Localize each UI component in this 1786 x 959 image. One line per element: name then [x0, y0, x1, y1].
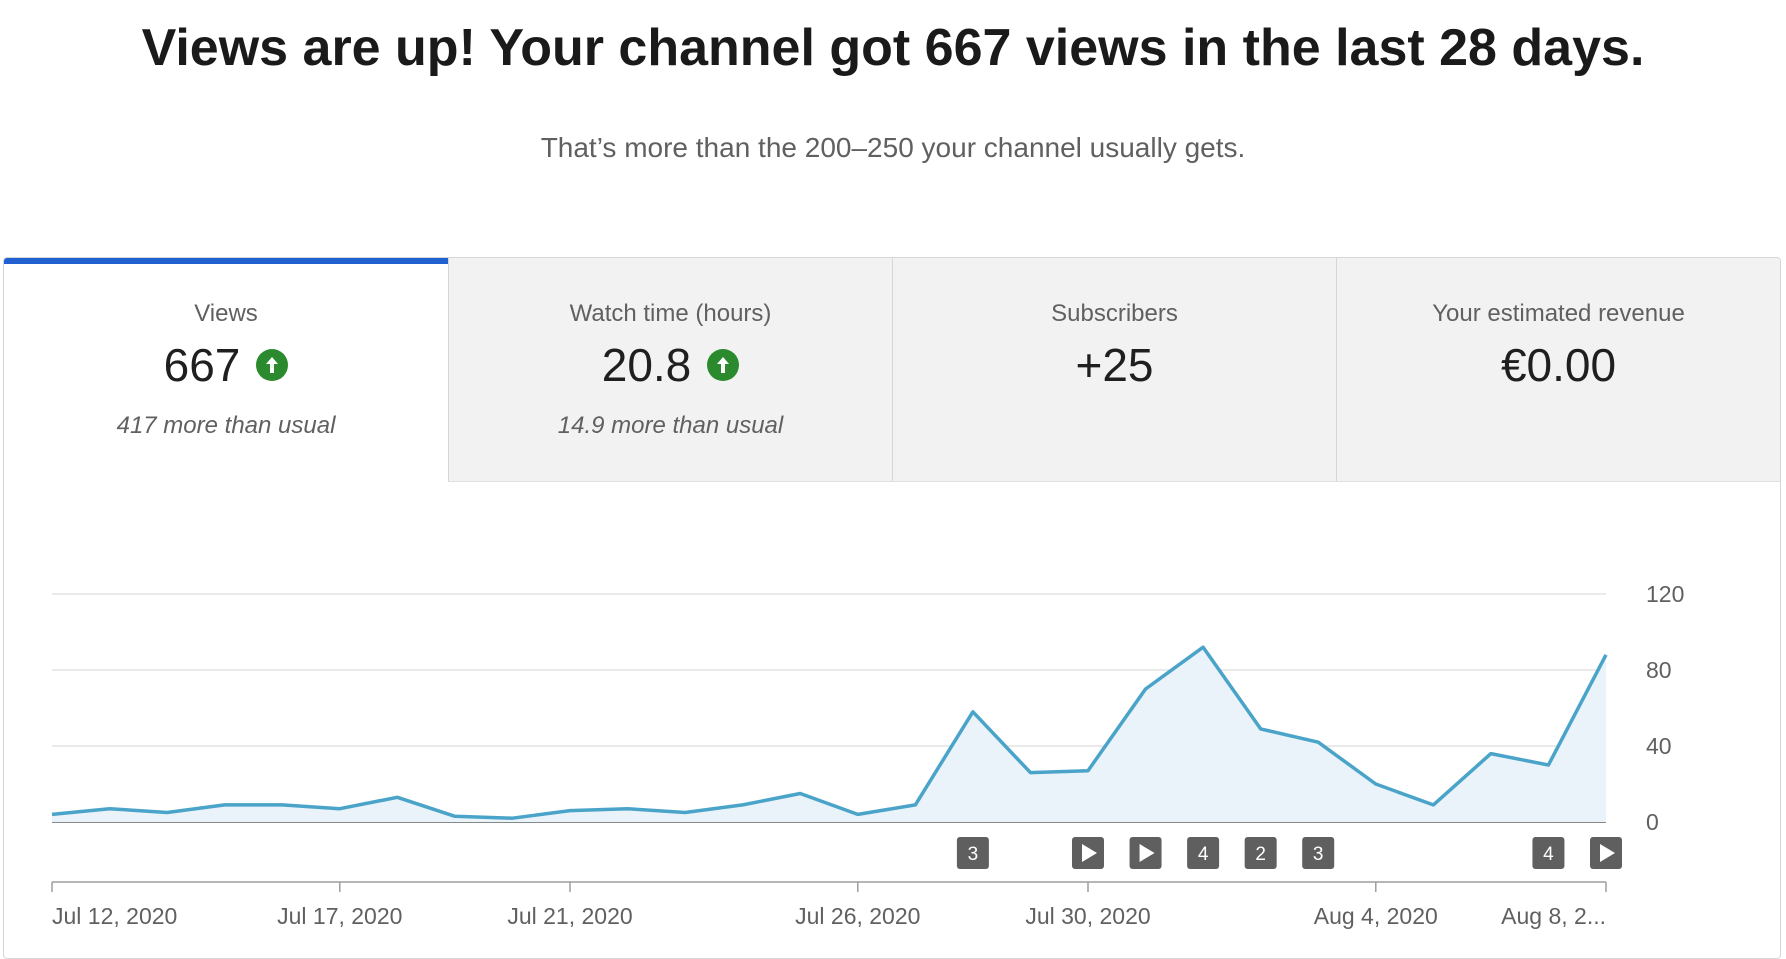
tab-estimated-revenue[interactable]: Your estimated revenue €0.00: [1336, 258, 1780, 482]
data-point[interactable]: [909, 799, 921, 811]
count-marker[interactable]: 3: [956, 837, 989, 869]
video-marker[interactable]: [1590, 837, 1622, 869]
tab-label: Your estimated revenue: [1432, 300, 1685, 327]
play-icon: [1600, 844, 1615, 862]
y-tick-label: 80: [1646, 657, 1672, 683]
tab-note: 14.9 more than usual: [557, 412, 784, 439]
data-point[interactable]: [1197, 641, 1209, 653]
tab-label: Subscribers: [1051, 300, 1178, 327]
x-tick-label: Jul 12, 2020: [52, 903, 177, 929]
marker-count: 4: [1198, 844, 1209, 865]
x-tick-label: Jul 21, 2020: [507, 903, 632, 929]
data-point[interactable]: [967, 706, 979, 718]
count-marker[interactable]: 3: [1302, 837, 1335, 869]
event-markers: 3 4 2 3 4: [46, 641, 1622, 869]
video-marker[interactable]: [1129, 837, 1162, 869]
data-point[interactable]: [737, 799, 749, 811]
data-point[interactable]: [219, 799, 231, 811]
data-point[interactable]: [1427, 799, 1439, 811]
marker-box: [1302, 837, 1335, 869]
data-point[interactable]: [449, 810, 461, 822]
tab-label: Views: [194, 300, 258, 327]
y-axis-labels: 0 40 80 120: [1646, 581, 1684, 835]
tab-note: 417 more than usual: [116, 412, 336, 439]
x-axis: Jul 12, 2020 Jul 17, 2020 Jul 21, 2020 Jul …: [51, 881, 1607, 929]
data-point[interactable]: [1370, 778, 1382, 790]
data-point[interactable]: [334, 803, 346, 815]
data-point[interactable]: [622, 803, 634, 815]
arrow-up-icon: [256, 349, 289, 381]
data-point[interactable]: [1542, 759, 1554, 771]
data-point[interactable]: [506, 812, 518, 824]
y-tick-label: 0: [1646, 809, 1659, 835]
data-point[interactable]: [1082, 765, 1094, 777]
play-icon: [1082, 844, 1097, 862]
data-point[interactable]: [1255, 723, 1267, 735]
headline: Views are up! Your channel got 667 views…: [141, 19, 1645, 77]
data-point[interactable]: [564, 805, 576, 817]
tab-value: 20.8: [601, 339, 692, 391]
views-chart: 0 40 80 120 Jul 12, 2020 Jul 17, 2020 Jul 21,…: [46, 581, 1684, 929]
count-marker[interactable]: 4: [1532, 837, 1565, 869]
tab-subscribers[interactable]: Subscribers +25: [892, 258, 1336, 482]
marker-box: [1244, 837, 1277, 869]
x-tick-label: Jul 26, 2020: [795, 903, 920, 929]
data-point[interactable]: [679, 807, 691, 819]
tab-value: €0.00: [1500, 339, 1617, 391]
data-point[interactable]: [391, 791, 403, 803]
video-marker[interactable]: [1072, 837, 1104, 869]
marker-count: 3: [968, 844, 979, 865]
data-point[interactable]: [1600, 649, 1612, 661]
data-point[interactable]: [1140, 683, 1152, 695]
tab-value: +25: [1075, 339, 1154, 391]
marker-count: 2: [1255, 844, 1266, 865]
views-area: [52, 647, 1606, 822]
x-tick-label: Jul 30, 2020: [1025, 903, 1150, 929]
marker-box: [956, 837, 989, 869]
marker-count: 4: [1543, 844, 1554, 865]
data-point[interactable]: [1485, 748, 1497, 760]
x-tick-label: Aug 8, 2...: [1501, 903, 1606, 929]
views-line: [51, 645, 1608, 820]
marker-box: [1532, 837, 1565, 869]
count-marker[interactable]: 2: [1244, 837, 1277, 869]
count-marker[interactable]: 4: [1187, 837, 1220, 869]
tab-views[interactable]: Views 667 417 more than usual: [4, 258, 448, 482]
data-point[interactable]: [852, 808, 864, 820]
marker-box: [1187, 837, 1220, 869]
data-point[interactable]: [1312, 736, 1324, 748]
y-tick-label: 120: [1646, 581, 1684, 607]
analytics-card: Views 667 417 more than usual Watch time…: [3, 257, 1781, 959]
data-point[interactable]: [161, 807, 173, 819]
arrow-up-icon: [707, 349, 740, 381]
marker-count: 3: [1313, 844, 1324, 865]
data-point[interactable]: [794, 788, 806, 800]
x-tick-label: Jul 17, 2020: [277, 903, 402, 929]
play-icon: [1139, 844, 1155, 862]
data-point[interactable]: [276, 799, 288, 811]
data-point[interactable]: [104, 803, 116, 815]
metric-tabs: Views 667 417 more than usual Watch time…: [4, 258, 1780, 482]
data-point[interactable]: [46, 808, 58, 820]
tab-label: Watch time (hours): [569, 300, 772, 327]
x-tick-label: Aug 4, 2020: [1314, 903, 1438, 929]
tab-value: 667: [163, 339, 241, 391]
y-tick-label: 40: [1646, 733, 1672, 759]
data-point[interactable]: [1024, 767, 1036, 779]
tab-watch-time[interactable]: Watch time (hours) 20.8 14.9 more than u…: [448, 258, 892, 482]
subheadline: That’s more than the 200–250 your channe…: [540, 132, 1246, 163]
